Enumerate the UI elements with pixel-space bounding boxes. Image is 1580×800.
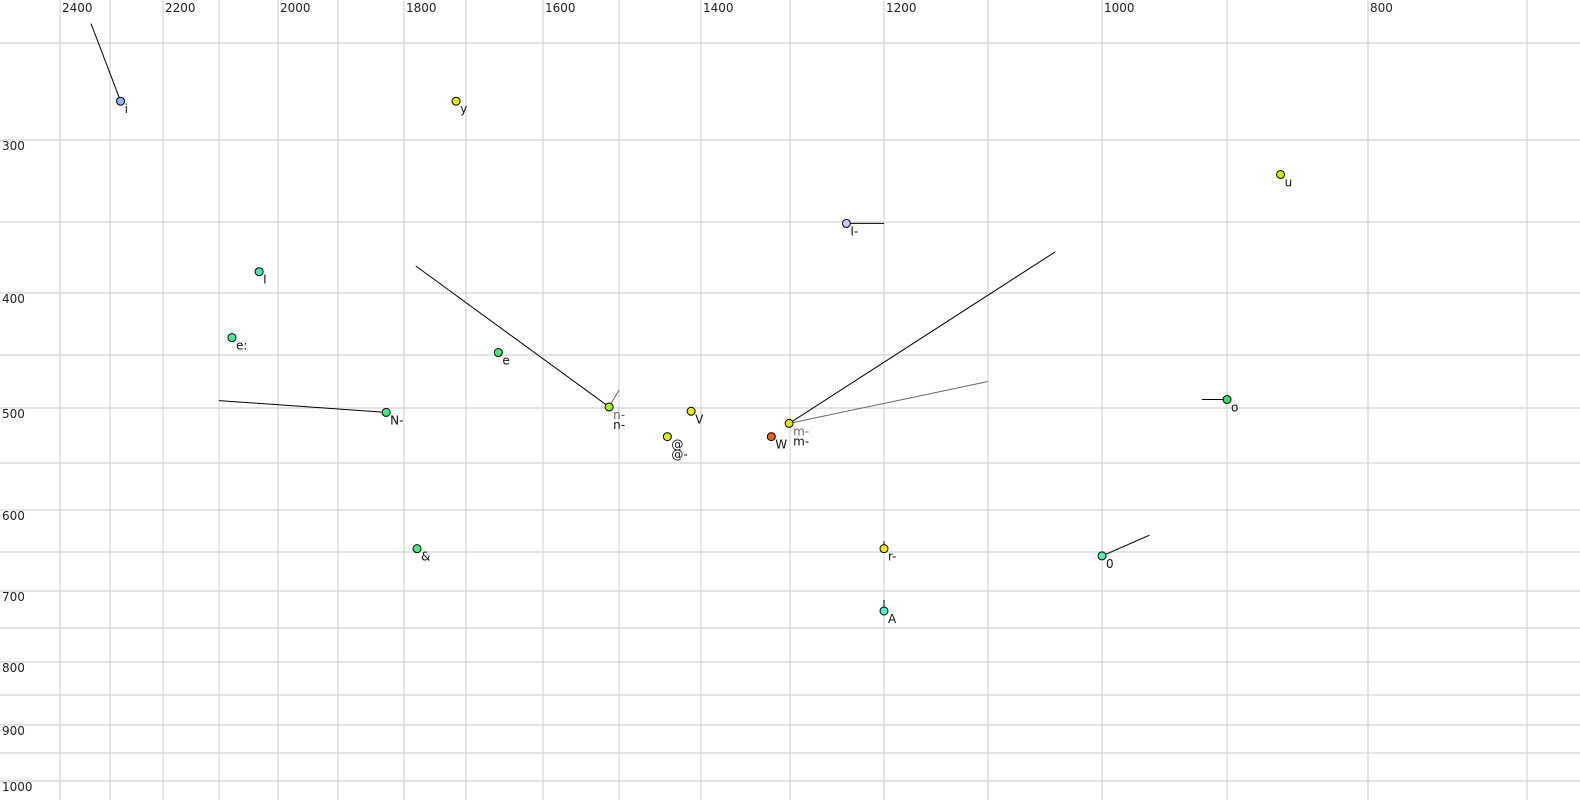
trajectory-line	[90, 23, 122, 102]
data-label: m-	[793, 424, 809, 438]
y-tick-label: 300	[2, 139, 25, 153]
y-tick-label: 1000	[2, 780, 33, 794]
trajectory-line-secondary	[789, 381, 989, 424]
trajectories	[90, 23, 1227, 611]
y-tick-label: 500	[2, 407, 25, 421]
data-point	[1097, 551, 1107, 561]
x-tick-label: 2400	[62, 1, 93, 15]
x-tick-label: 2200	[165, 1, 196, 15]
data-label: o	[1231, 401, 1238, 415]
x-tick-label: 1000	[1104, 1, 1135, 15]
data-point	[493, 348, 503, 358]
data-points: i y u I- Ie: e o N-n-n- V @@- Wm-m- & r- 0 A	[116, 96, 1293, 626]
trajectory-line	[1101, 534, 1150, 557]
data-point	[412, 544, 422, 554]
y-tick-label: 700	[2, 590, 25, 604]
data-label: W	[775, 438, 787, 452]
data-point	[451, 96, 461, 106]
x-tick-label: 800	[1370, 1, 1393, 15]
data-label: A	[888, 612, 897, 626]
data-label: 0	[1106, 557, 1114, 571]
tick-labels: 2400 2200 2000 1800 1600 1400 1200 1000 800 300 40…	[2, 1, 1393, 794]
data-label: I	[263, 273, 267, 287]
data-label: n-	[613, 408, 625, 422]
data-label: I-	[850, 224, 858, 238]
data-label: n-	[613, 418, 625, 432]
data-point	[841, 218, 851, 228]
data-point	[686, 406, 696, 416]
data-point	[1222, 395, 1232, 405]
y-tick-label: 800	[2, 661, 25, 675]
data-label: @	[671, 438, 683, 452]
data-point	[604, 402, 614, 412]
data-point	[116, 96, 126, 106]
data-label: e	[502, 354, 509, 368]
data-label: V	[695, 412, 704, 426]
trajectory-line	[415, 265, 610, 408]
x-tick-label: 1600	[545, 1, 576, 15]
data-label: &	[421, 550, 430, 564]
trajectory-line	[788, 251, 1056, 424]
data-point	[766, 432, 776, 442]
data-label: i	[125, 102, 128, 116]
data-point	[254, 267, 264, 277]
data-point	[879, 544, 889, 554]
data-label: r-	[888, 550, 897, 564]
data-label: u	[1285, 175, 1293, 189]
data-point	[381, 407, 391, 417]
x-tick-label: 1400	[703, 1, 734, 15]
data-label: y	[460, 102, 467, 116]
data-point	[784, 418, 794, 428]
data-point	[662, 432, 672, 442]
data-label: @-	[671, 448, 687, 462]
data-label: m-	[793, 434, 809, 448]
y-tick-label: 600	[2, 509, 25, 523]
y-tick-label: 900	[2, 724, 25, 738]
x-tick-label: 1800	[406, 1, 437, 15]
data-label: N-	[390, 413, 403, 427]
x-tick-label: 1200	[886, 1, 917, 15]
x-tick-label: 2000	[280, 1, 311, 15]
y-tick-label: 400	[2, 292, 25, 306]
trajectory-line	[218, 400, 387, 413]
data-label: e:	[236, 339, 247, 353]
data-point	[227, 333, 237, 343]
data-point	[1276, 169, 1286, 179]
data-point	[879, 606, 889, 616]
